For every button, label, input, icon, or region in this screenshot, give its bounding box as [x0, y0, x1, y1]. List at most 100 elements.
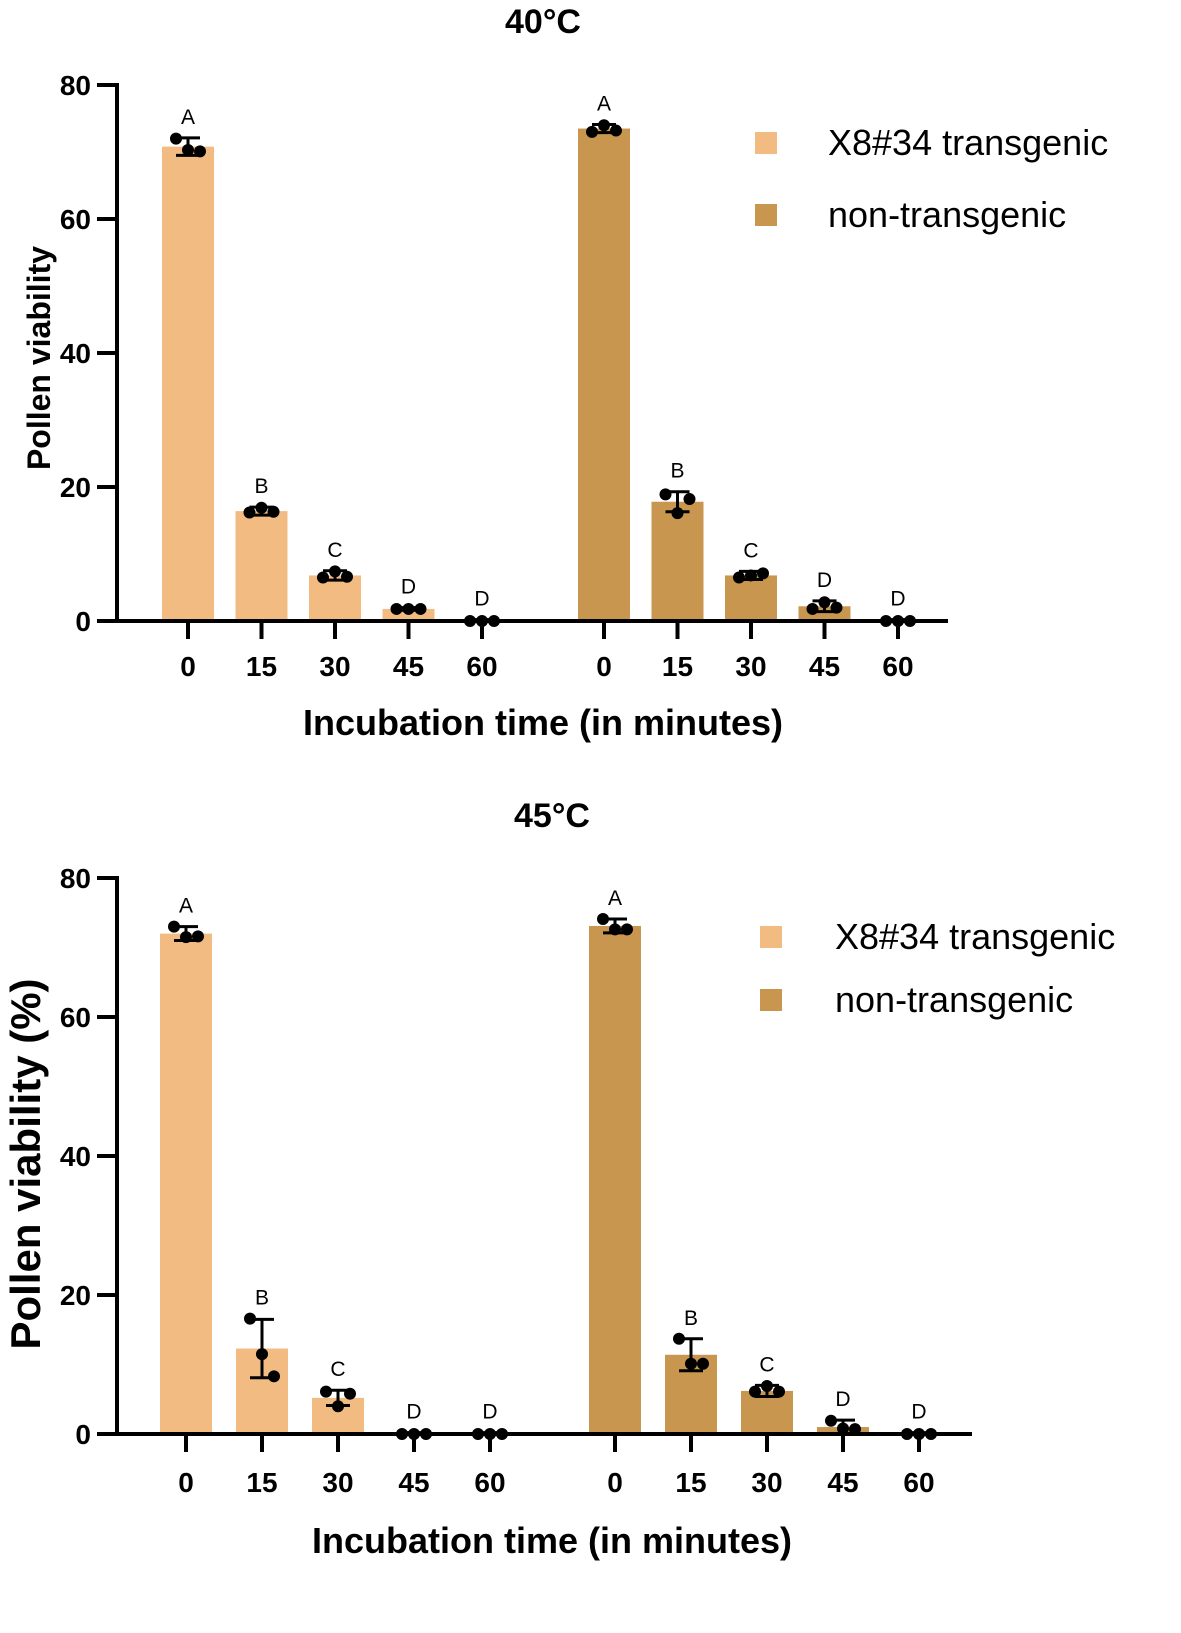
significance-letter-0-4: D	[474, 588, 489, 611]
bar-0-0	[160, 933, 212, 1434]
x-tick-label-1-1: 15	[662, 651, 693, 682]
data-point-1-2-1	[745, 569, 757, 582]
significance-letter-1-4: D	[911, 1401, 926, 1424]
legend-swatch-1	[760, 989, 782, 1011]
data-point-0-1-2	[268, 1370, 280, 1383]
data-point-0-0-2	[192, 930, 204, 943]
data-point-1-2-2	[773, 1385, 785, 1398]
chart-panel-40c: 40°C A B C D D 0 15 30 45 60 A B C D D 0 15 30 45 60 0 20 40 60 8…	[21, 3, 1108, 743]
legend-label-1: non-transgenic	[835, 979, 1073, 1020]
data-point-1-2-1	[761, 1380, 773, 1393]
significance-letter-0-2: C	[327, 539, 342, 562]
x-tick-label-0-2: 30	[319, 651, 350, 682]
x-tick-label-1-4: 60	[882, 651, 913, 682]
significance-letter-0-1: B	[255, 1287, 269, 1310]
significance-letter-1-2: C	[759, 1353, 774, 1376]
data-point-1-1-2	[683, 493, 696, 506]
data-point-0-2-2	[341, 570, 353, 583]
legend: X8#34 transgenic non-transgenic	[755, 122, 1108, 235]
significance-letter-1-2: C	[743, 539, 758, 562]
significance-letter-0-2: C	[330, 1358, 345, 1381]
data-point-1-0-0	[586, 125, 598, 138]
significance-letter-0-0: A	[181, 106, 195, 129]
bar-1-2	[725, 575, 777, 621]
data-point-1-1-1	[671, 507, 684, 520]
y-tick-label-2: 40	[60, 1141, 91, 1172]
x-tick-label-1-1: 15	[675, 1467, 706, 1498]
significance-letter-1-0: A	[608, 887, 622, 910]
y-tick-label-0: 0	[75, 1419, 91, 1450]
y-tick-label-2: 40	[60, 338, 91, 369]
x-tick-label-1-2: 30	[751, 1467, 782, 1498]
data-point-1-3-1	[818, 596, 831, 609]
significance-letter-0-1: B	[254, 475, 268, 498]
data-point-0-3-1	[402, 602, 415, 615]
x-tick-label-0-3: 45	[393, 651, 424, 682]
data-point-0-0-1	[180, 931, 192, 944]
data-point-1-1-1	[685, 1357, 697, 1370]
x-tick-label-0-3: 45	[398, 1467, 429, 1498]
data-point-1-0-2	[621, 923, 633, 936]
y-tick-label-1: 20	[60, 1280, 91, 1311]
legend-label-1: non-transgenic	[828, 194, 1066, 235]
x-tick-label-0-1: 15	[246, 1467, 277, 1498]
x-tick-label-1-4: 60	[903, 1467, 934, 1498]
significance-letter-0-0: A	[179, 895, 193, 918]
data-point-0-1-0	[244, 1312, 256, 1325]
x-tick-label-0-4: 60	[474, 1467, 505, 1498]
x-tick-label-0-0: 0	[178, 1467, 194, 1498]
bar-1-0	[589, 925, 641, 1434]
y-tick-label-0: 0	[75, 606, 91, 637]
data-point-0-2-0	[317, 571, 329, 584]
x-axis-label: Incubation time (in minutes)	[312, 1520, 792, 1561]
data-point-0-2-1	[332, 1400, 344, 1413]
significance-letter-0-3: D	[401, 576, 416, 599]
data-point-1-1-0	[659, 488, 672, 501]
x-tick-label-0-2: 30	[322, 1467, 353, 1498]
x-tick-label-1-0: 0	[607, 1467, 623, 1498]
data-point-0-1-1	[256, 1348, 268, 1361]
data-point-0-1-0	[243, 506, 256, 519]
data-point-1-3-0	[806, 602, 819, 615]
data-point-1-3-0	[825, 1414, 837, 1427]
data-point-1-0-2	[610, 124, 622, 137]
bar-1-1	[651, 501, 704, 621]
data-point-0-2-2	[344, 1387, 356, 1400]
bar-1-2	[741, 1390, 793, 1434]
chart-title: 40°C	[505, 3, 581, 41]
data-point-0-2-0	[320, 1385, 332, 1398]
data-point-1-2-0	[733, 571, 745, 584]
legend-label-0: X8#34 transgenic	[835, 916, 1115, 957]
data-point-0-3-0	[390, 602, 403, 615]
significance-letter-1-3: D	[817, 569, 832, 592]
data-point-1-2-2	[757, 567, 769, 580]
y-tick-label-3: 60	[60, 204, 91, 235]
significance-letter-0-3: D	[406, 1401, 421, 1424]
data-point-0-0-0	[170, 132, 182, 145]
y-axis-label: Pollen viability (%)	[2, 978, 49, 1349]
data-point-1-1-2	[697, 1357, 709, 1370]
legend-swatch-0	[755, 132, 777, 154]
significance-letter-0-4: D	[482, 1401, 497, 1424]
x-tick-label-0-0: 0	[180, 651, 196, 682]
data-point-0-0-0	[168, 920, 180, 933]
legend-swatch-0	[760, 926, 782, 948]
significance-letter-1-1: B	[670, 460, 684, 483]
y-tick-label-4: 80	[60, 863, 91, 894]
significance-letter-1-3: D	[835, 1388, 850, 1411]
data-point-0-0-1	[182, 143, 194, 156]
data-point-1-3-1	[837, 1422, 849, 1435]
x-tick-label-1-3: 45	[809, 651, 840, 682]
data-point-1-0-1	[609, 923, 621, 936]
x-tick-label-1-3: 45	[827, 1467, 858, 1498]
bar-1-0	[578, 128, 630, 622]
data-point-0-1-2	[267, 505, 280, 518]
significance-letter-1-4: D	[890, 588, 905, 611]
data-point-1-1-0	[673, 1332, 685, 1345]
y-axis-label: Pollen viability	[21, 246, 57, 470]
x-tick-label-1-0: 0	[596, 651, 612, 682]
data-point-1-0-1	[598, 119, 610, 132]
significance-letter-1-0: A	[597, 93, 611, 116]
legend-label-0: X8#34 transgenic	[828, 122, 1108, 163]
